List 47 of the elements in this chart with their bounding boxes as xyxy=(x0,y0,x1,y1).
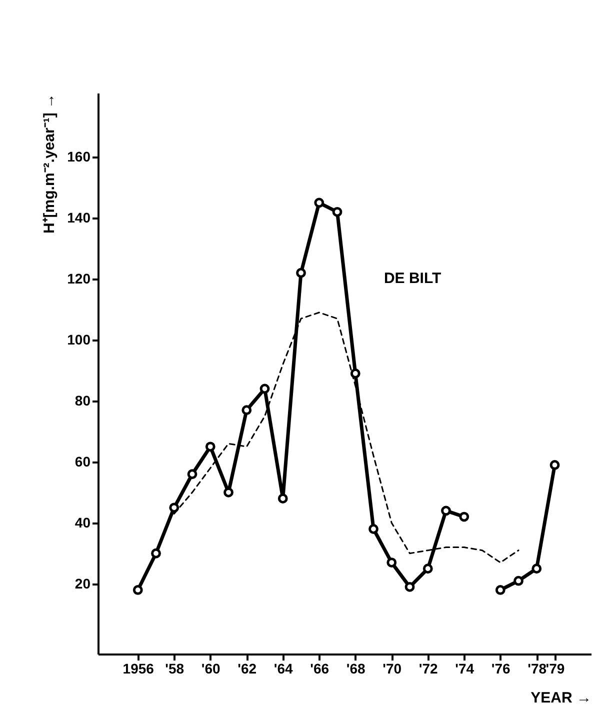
point xyxy=(169,502,180,513)
point xyxy=(532,564,542,574)
point xyxy=(441,506,451,516)
point xyxy=(386,558,397,568)
point xyxy=(514,576,524,586)
x-tick-label: '72 xyxy=(418,660,438,676)
point xyxy=(550,460,560,470)
point xyxy=(187,469,198,480)
y-tick-label: 80 xyxy=(74,392,91,408)
point xyxy=(296,268,306,278)
y-tick-label: 20 xyxy=(74,575,91,592)
y-axis-title: H⁺[mg.m⁻².year⁻¹] → xyxy=(41,94,58,234)
point xyxy=(368,524,378,534)
y-tick-label: 60 xyxy=(74,453,91,470)
y-tick-label: 120 xyxy=(67,270,91,286)
point xyxy=(260,384,270,394)
line-series xyxy=(173,312,520,564)
x-tick-label: '62 xyxy=(238,660,257,676)
y-tick-label: 100 xyxy=(67,331,91,348)
point xyxy=(422,564,433,574)
y-tick-label: 40 xyxy=(74,514,91,530)
annotation: DE BILT xyxy=(384,270,442,288)
x-tick-label: '76 xyxy=(491,660,511,676)
point xyxy=(242,405,252,416)
point xyxy=(459,512,470,522)
point xyxy=(495,585,506,595)
point xyxy=(314,198,324,208)
point xyxy=(151,548,161,558)
x-tick-label: 1956 xyxy=(122,660,154,676)
x-tick-label: '68 xyxy=(346,660,366,676)
x-tick-label: '74 xyxy=(455,660,474,676)
x-tick-label: '78 xyxy=(528,660,547,676)
point xyxy=(205,442,216,452)
y-tick-label: 140 xyxy=(67,210,91,226)
y-tick-label: 160 xyxy=(67,148,91,165)
x-tick-label: '66 xyxy=(310,660,330,676)
point xyxy=(132,585,143,595)
x-axis-title: YEAR → xyxy=(530,690,592,706)
x-tick-label: '58 xyxy=(165,660,184,676)
point xyxy=(404,582,415,592)
point xyxy=(278,494,288,504)
x-tick-label: '79 xyxy=(546,660,565,676)
x-tick-label: '60 xyxy=(201,660,221,676)
x-tick-label: '70 xyxy=(382,660,402,676)
x-tick-label: '64 xyxy=(274,660,294,676)
point xyxy=(224,487,234,498)
point xyxy=(332,206,342,217)
